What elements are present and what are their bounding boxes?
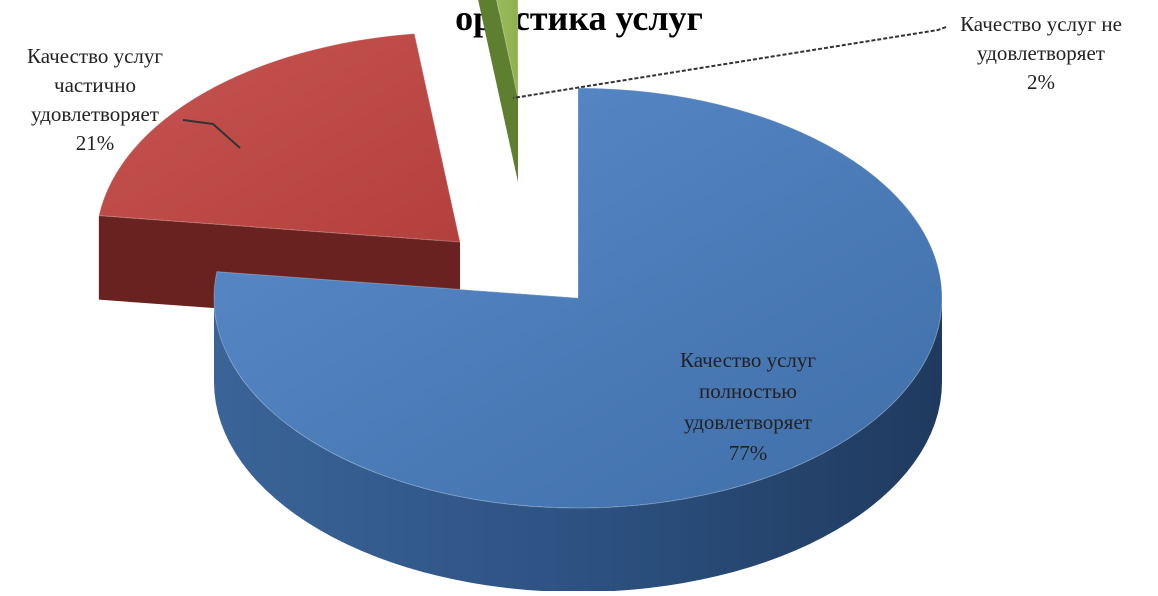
pie-slice-0 bbox=[213, 87, 943, 592]
slice-label-0: Качество услуг полностью удовлетворяет 77% bbox=[680, 348, 816, 465]
pie-slice-wall bbox=[478, 0, 518, 182]
pie-slice-2 bbox=[478, 0, 519, 182]
slice-value-label: 21% bbox=[76, 131, 115, 155]
leader-line-green bbox=[512, 26, 947, 99]
slice-label-line: Качество услуг bbox=[680, 348, 816, 372]
slice-label-1: Качество услуг частично удовлетворяет 21% bbox=[27, 44, 163, 155]
slice-value-label: 77% bbox=[729, 441, 768, 465]
pie-slice-top bbox=[213, 87, 943, 509]
slice-value-label: 2% bbox=[1027, 70, 1055, 94]
slice-label-line: полностью bbox=[699, 379, 797, 403]
slice-label-line: Качество услуг не bbox=[960, 12, 1122, 36]
slice-label-line: Качество услуг bbox=[27, 44, 163, 68]
slice-label-line: удовлетворяет bbox=[31, 102, 159, 126]
slice-label-2: Качество услуг не удовлетворяет 2% bbox=[960, 12, 1122, 94]
leader-line-red bbox=[182, 119, 241, 149]
slice-label-line: удовлетворяет bbox=[977, 41, 1105, 65]
slice-label-line: частично bbox=[54, 73, 136, 97]
slice-label-line: удовлетворяет bbox=[684, 410, 812, 434]
pie-slice-side bbox=[214, 298, 942, 592]
pie-slice-top bbox=[98, 33, 461, 243]
pie-slice-top bbox=[496, 0, 519, 99]
